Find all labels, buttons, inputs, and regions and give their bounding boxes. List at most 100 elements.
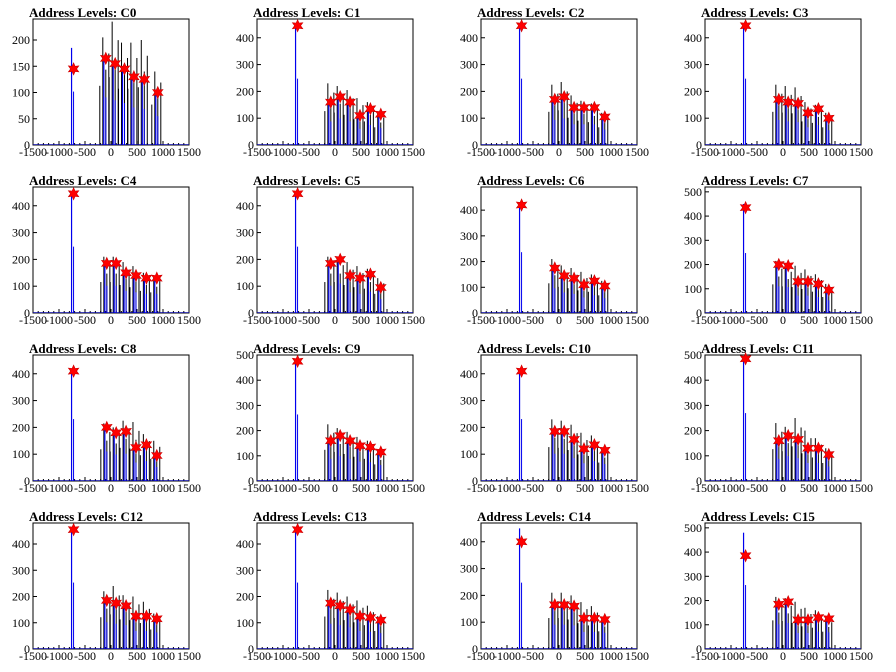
x-tick-label: 1500 [401, 649, 425, 663]
y-tick-label: 400 [12, 537, 30, 551]
peak-marker [772, 92, 785, 107]
chart-title: Address Levels: C1 [253, 5, 360, 20]
x-tick-label: -500 [74, 313, 96, 327]
y-tick-label: 400 [236, 199, 254, 213]
chart-title: Address Levels: C10 [477, 341, 591, 356]
x-tick-label: 1500 [177, 481, 201, 495]
chart-title: Address Levels: C15 [701, 509, 815, 524]
peak-marker [588, 438, 601, 452]
plot-frame [704, 186, 862, 314]
y-tick-label: 200 [236, 252, 254, 266]
x-tick-label: 1000 [151, 145, 175, 159]
x-tick-label: -1000 [493, 481, 521, 495]
peak-marker [130, 440, 142, 455]
x-tick-label: -1000 [45, 145, 73, 159]
x-tick-label: 1000 [599, 145, 623, 159]
chart-svg: Address Levels: C3-1500-1000 -500 0 500 1000… [684, 5, 873, 159]
x-tick-label: -1000 [45, 481, 73, 495]
y-tick-label: 200 [12, 590, 30, 604]
peak-marker [374, 613, 387, 627]
peak-marker [109, 56, 122, 71]
x-tick-label: 1500 [177, 145, 201, 159]
chart-title: Address Levels: C2 [477, 5, 584, 20]
y-tick-label: 300 [12, 563, 30, 577]
x-tick-label: -1500 [467, 313, 495, 327]
peak-marker [291, 522, 304, 537]
y-tick-label: 200 [236, 424, 254, 438]
x-tick-label: 500 [352, 145, 370, 159]
x-tick-label: 1000 [823, 145, 847, 159]
x-tick-label: -500 [746, 481, 768, 495]
peak-marker [100, 420, 113, 435]
x-tick-label: 1500 [849, 481, 873, 495]
peak-marker [324, 596, 337, 610]
plot-frame [704, 522, 862, 650]
peak-marker [120, 266, 132, 280]
x-tick-label: 0 [556, 145, 562, 159]
plot-frame [256, 522, 414, 650]
y-tick-label: 100 [236, 111, 254, 125]
y-tick-label: 0 [472, 642, 478, 656]
plot-frame [256, 18, 414, 146]
peak-marker [334, 89, 347, 104]
plot-frame [32, 18, 190, 146]
peak-marker [782, 95, 795, 109]
x-tick-label: -1000 [717, 313, 745, 327]
peak-marker [802, 441, 814, 455]
y-tick-label: 200 [684, 594, 702, 608]
peak-marker [364, 440, 377, 454]
x-tick-label: 500 [576, 313, 594, 327]
chart-title: Address Levels: C12 [29, 509, 143, 524]
y-tick-label: 500 [236, 348, 254, 362]
x-tick-label: 500 [800, 481, 818, 495]
peak-marker [99, 51, 112, 66]
peak-marker [822, 283, 835, 297]
peak-marker [812, 277, 825, 291]
peak-marker [151, 85, 164, 100]
peak-marker [802, 106, 814, 120]
peak-marker [812, 610, 825, 625]
y-tick-label: 300 [460, 394, 478, 408]
x-tick-label: -500 [298, 649, 320, 663]
chart-panel: Address Levels: C5 -1500 -1000 -500 0 500 1000… [224, 168, 448, 336]
chart-title: Address Levels: C0 [29, 5, 136, 20]
chart-svg: Address Levels: C9-1500-1000 -500 0 500 1000… [236, 341, 425, 495]
x-tick-label: -1000 [717, 481, 745, 495]
x-tick-label: 1000 [823, 481, 847, 495]
x-tick-label: 0 [556, 313, 562, 327]
peak-marker [354, 108, 366, 123]
y-tick-label: 100 [236, 449, 254, 463]
chart-svg: Address Levels: C5-1500-1000 -500 0 500 1000… [236, 173, 425, 327]
y-tick-label: 300 [684, 58, 702, 72]
y-tick-label: 0 [696, 138, 702, 152]
peak-marker [568, 599, 580, 613]
chart-panel: Address Levels: C6 -1500 -1000 -500 0 500 1000… [448, 168, 672, 336]
x-tick-label: 1000 [599, 649, 623, 663]
chart-panel: Address Levels: C13 -1500 -1000 -500 0 500 100… [224, 504, 448, 672]
y-tick-label: 300 [684, 398, 702, 412]
chart-svg: Address Levels: C4-1500-1000 -500 0 500 1000… [12, 173, 201, 327]
y-tick-label: 100 [684, 618, 702, 632]
y-tick-label: 100 [460, 111, 478, 125]
x-tick-label: -1000 [493, 649, 521, 663]
y-tick-label: 100 [684, 111, 702, 125]
x-tick-label: -500 [522, 481, 544, 495]
x-tick-label: 0 [108, 313, 114, 327]
y-tick-label: 200 [684, 258, 702, 272]
peak-marker [598, 110, 611, 124]
y-tick-label: 300 [12, 394, 30, 408]
peak-marker [598, 279, 611, 293]
y-tick-label: 50 [18, 112, 30, 126]
peak-marker [150, 448, 163, 463]
y-tick-label: 400 [684, 209, 702, 223]
chart-svg: Address Levels: C8-1500-1000 -500 0 500 1000… [12, 341, 201, 495]
plot-frame [256, 354, 414, 482]
y-tick-label: 300 [236, 58, 254, 72]
peak-marker [128, 70, 140, 84]
x-tick-label: -1000 [269, 313, 297, 327]
y-tick-label: 100 [460, 447, 478, 461]
x-tick-label: 500 [576, 145, 594, 159]
peak-marker [578, 277, 590, 292]
x-tick-label: 1000 [151, 649, 175, 663]
peak-marker [374, 280, 387, 295]
